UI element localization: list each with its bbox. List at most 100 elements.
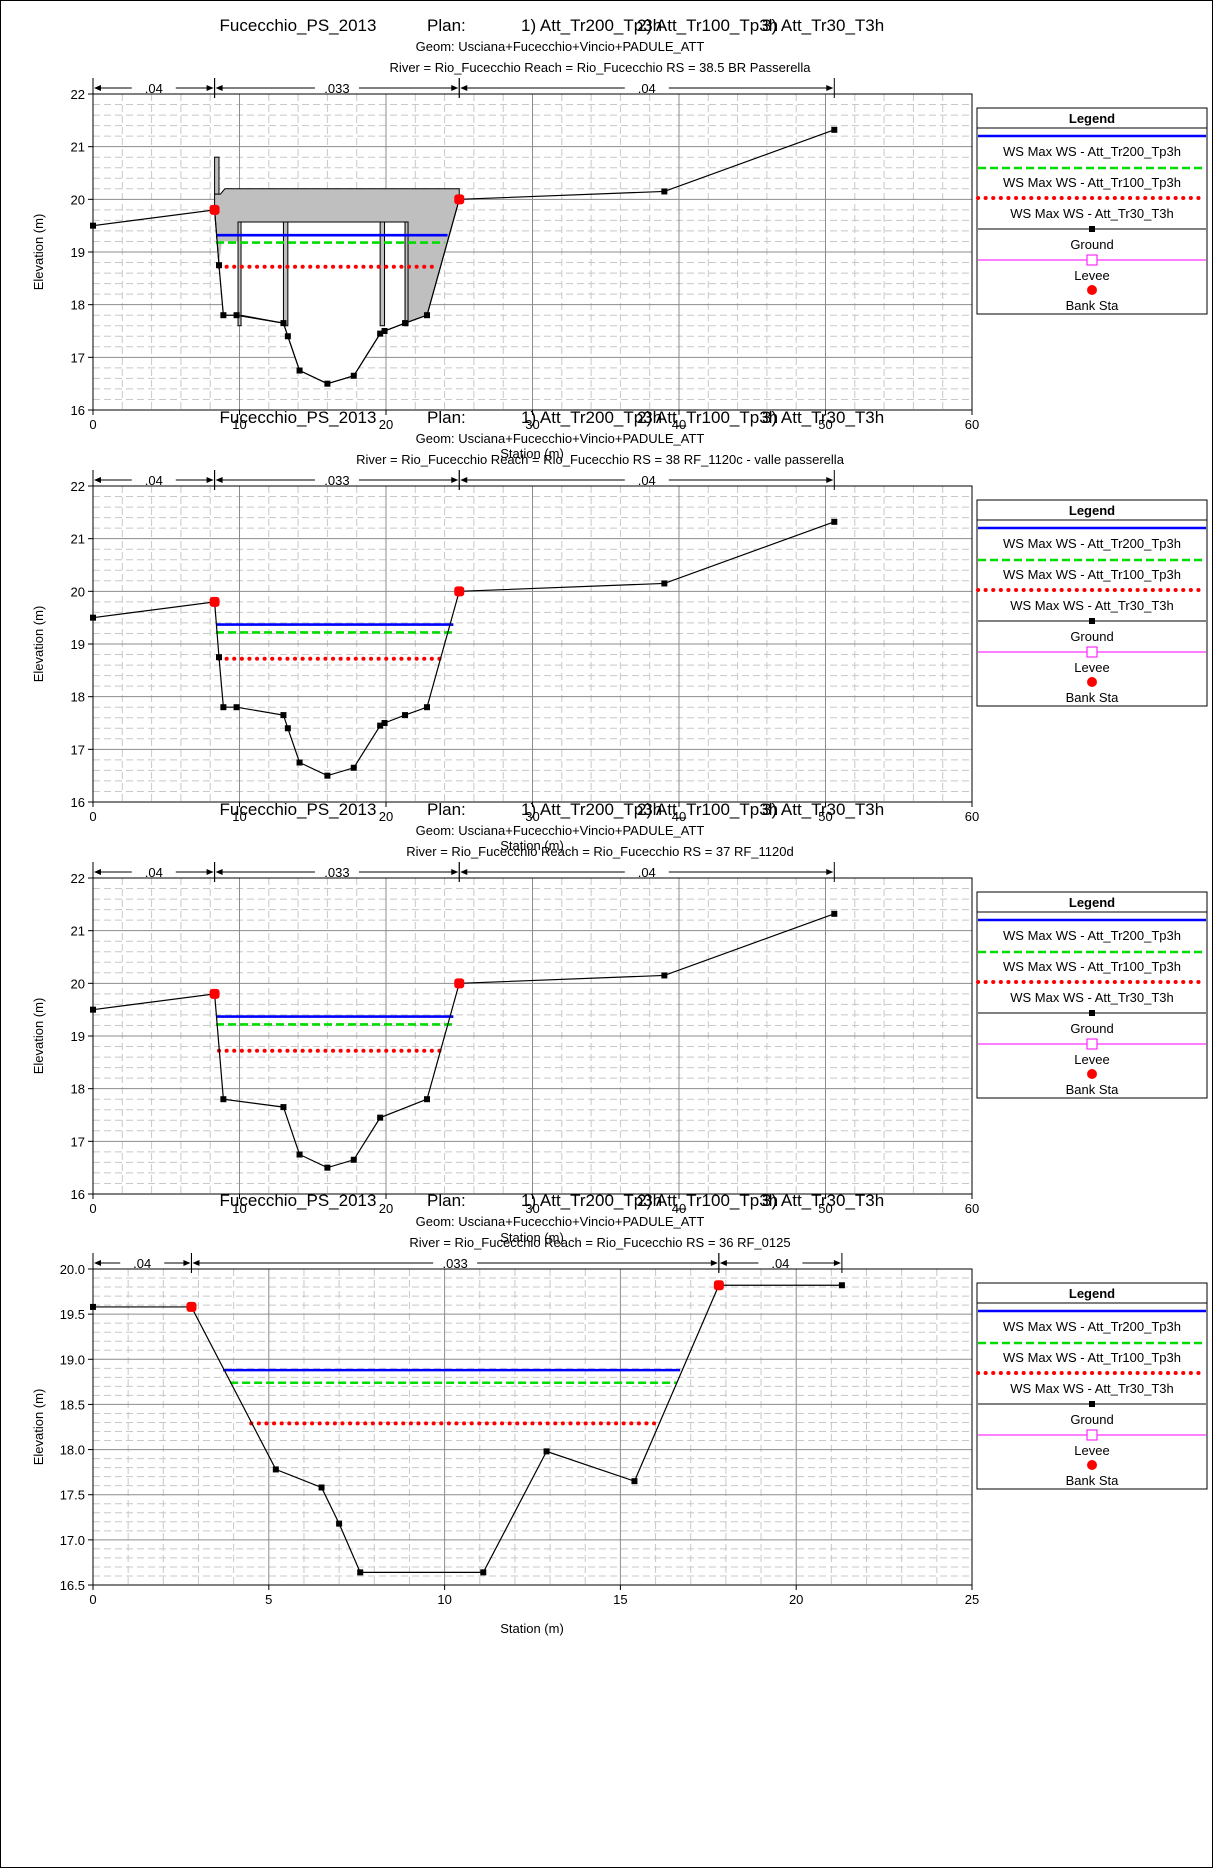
manning-band: .033 bbox=[214, 78, 460, 98]
x-tick-label: 20 bbox=[789, 1592, 803, 1607]
ground-point bbox=[350, 372, 357, 379]
ground-point bbox=[220, 704, 227, 711]
x-tick-label: 30 bbox=[525, 809, 539, 824]
legend: Legend WS Max WS - Att_Tr200_Tp3h WS Max W… bbox=[976, 499, 1208, 707]
ground-point bbox=[280, 320, 287, 327]
manning-arrowhead bbox=[460, 85, 468, 91]
ground-point bbox=[296, 367, 303, 374]
manning-band: .04 bbox=[458, 470, 835, 490]
plan-label: Plan: bbox=[427, 408, 466, 427]
x-tick-label: 0 bbox=[89, 1201, 96, 1216]
manning-value: .033 bbox=[324, 81, 349, 96]
y-tick-label: 17 bbox=[71, 350, 85, 365]
plan-name: 1) Att_Tr200_Tp3h bbox=[521, 1191, 662, 1210]
x-tick-label: 20 bbox=[379, 1201, 393, 1216]
bank-station-marker bbox=[454, 586, 465, 597]
plan-name: 1) Att_Tr200_Tp3h bbox=[521, 16, 662, 35]
legend: Legend WS Max WS - Att_Tr200_Tp3h WS Max W… bbox=[976, 891, 1208, 1099]
manning-arrowhead bbox=[206, 477, 214, 483]
bank-station-marker bbox=[209, 988, 220, 999]
x-tick-label: 60 bbox=[965, 1201, 979, 1216]
x-tick-label: 10 bbox=[232, 417, 246, 432]
x-tick-label: 30 bbox=[525, 1201, 539, 1216]
legend-bank-marker bbox=[1087, 1460, 1097, 1470]
x-tick-label: 15 bbox=[613, 1592, 627, 1607]
y-tick-label: 20.0 bbox=[60, 1262, 85, 1277]
manning-band: .04 bbox=[92, 78, 216, 98]
ground-point bbox=[661, 580, 668, 587]
legend-ground-marker bbox=[1089, 1401, 1095, 1407]
x-tick-label: 50 bbox=[818, 809, 832, 824]
y-tick-label: 19.5 bbox=[60, 1307, 85, 1322]
x-tick-label: 50 bbox=[818, 1201, 832, 1216]
legend-entry-label: Bank Sta bbox=[1066, 1082, 1120, 1097]
ground-point bbox=[220, 1096, 227, 1103]
manning-value: .04 bbox=[145, 81, 163, 96]
bank-station-marker bbox=[454, 194, 465, 205]
manning-value: .033 bbox=[442, 1256, 467, 1271]
geometry-label: Geom: Usciana+Fucecchio+Vincio+PADULE_AT… bbox=[416, 823, 705, 838]
plan-name: 2) Att_Tr100_Tp3h bbox=[637, 16, 778, 35]
x-tick-label: 25 bbox=[965, 1592, 979, 1607]
manning-band: .04 bbox=[718, 1253, 843, 1273]
legend-entry-label: WS Max WS - Att_Tr200_Tp3h bbox=[1003, 144, 1181, 159]
legend-entry-label: WS Max WS - Att_Tr100_Tp3h bbox=[1003, 567, 1181, 582]
ground-point bbox=[377, 1114, 384, 1121]
legend-entry-label: Ground bbox=[1070, 237, 1113, 252]
x-tick-label: 0 bbox=[89, 1592, 96, 1607]
legend-ground-marker bbox=[1089, 1010, 1095, 1016]
manning-value: .033 bbox=[324, 865, 349, 880]
location-label: River = Rio_Fucecchio Reach = Rio_Fucecc… bbox=[356, 452, 845, 467]
ground-point bbox=[324, 772, 331, 779]
manning-arrowhead bbox=[833, 1260, 841, 1266]
bank-station-marker bbox=[186, 1301, 197, 1312]
legend-title: Legend bbox=[1069, 503, 1115, 518]
manning-arrowhead bbox=[94, 477, 101, 483]
ground-point bbox=[402, 712, 409, 719]
ground-point bbox=[831, 126, 838, 133]
x-tick-label: 20 bbox=[379, 809, 393, 824]
y-tick-label: 18 bbox=[71, 690, 85, 705]
ground-point bbox=[280, 712, 287, 719]
manning-arrowhead bbox=[451, 477, 459, 483]
x-axis-label: Station (m) bbox=[500, 838, 564, 853]
y-tick-label: 18.0 bbox=[60, 1443, 85, 1458]
y-tick-label: 16 bbox=[71, 403, 85, 418]
manning-value: .04 bbox=[145, 865, 163, 880]
plan-name: 2) Att_Tr100_Tp3h bbox=[637, 408, 778, 427]
y-tick-label: 18 bbox=[71, 298, 85, 313]
manning-value: .04 bbox=[771, 1256, 789, 1271]
ground-point bbox=[336, 1520, 343, 1527]
legend-title: Legend bbox=[1069, 1286, 1115, 1301]
ground-point bbox=[296, 1151, 303, 1158]
legend-title: Legend bbox=[1069, 895, 1115, 910]
x-tick-label: 10 bbox=[437, 1592, 451, 1607]
legend-entry-label: Bank Sta bbox=[1066, 690, 1120, 705]
plot-grid bbox=[93, 486, 972, 802]
manning-arrowhead bbox=[215, 869, 223, 875]
manning-value: .04 bbox=[638, 81, 656, 96]
manning-arrowhead bbox=[94, 1260, 101, 1266]
manning-arrowhead bbox=[710, 1260, 718, 1266]
ground-point bbox=[424, 1096, 431, 1103]
cross-section-panel-1: Fucecchio_PS_2013 Plan: 1) Att_Tr200_Tp3h2… bbox=[31, 408, 1208, 853]
location-label: River = Rio_Fucecchio Reach = Rio_Fucecc… bbox=[390, 60, 812, 75]
x-tick-label: 60 bbox=[965, 809, 979, 824]
y-tick-label: 19 bbox=[71, 1029, 85, 1044]
chart-title: Fucecchio_PS_2013 bbox=[220, 800, 377, 819]
bridge-pier bbox=[404, 221, 409, 327]
ground-point bbox=[233, 312, 240, 319]
legend: Legend WS Max WS - Att_Tr200_Tp3h WS Max W… bbox=[976, 107, 1208, 315]
manning-arrowhead bbox=[206, 869, 214, 875]
legend-box bbox=[976, 1282, 1208, 1490]
legend-levee-marker bbox=[1086, 1429, 1098, 1441]
x-axis-label: Station (m) bbox=[500, 446, 564, 461]
ground-point bbox=[272, 1466, 279, 1473]
manning-arrowhead bbox=[719, 1260, 727, 1266]
manning-value: .04 bbox=[145, 473, 163, 488]
x-tick-label: 5 bbox=[265, 1592, 272, 1607]
y-tick-label: 17.0 bbox=[60, 1533, 85, 1548]
ground-point bbox=[220, 312, 227, 319]
